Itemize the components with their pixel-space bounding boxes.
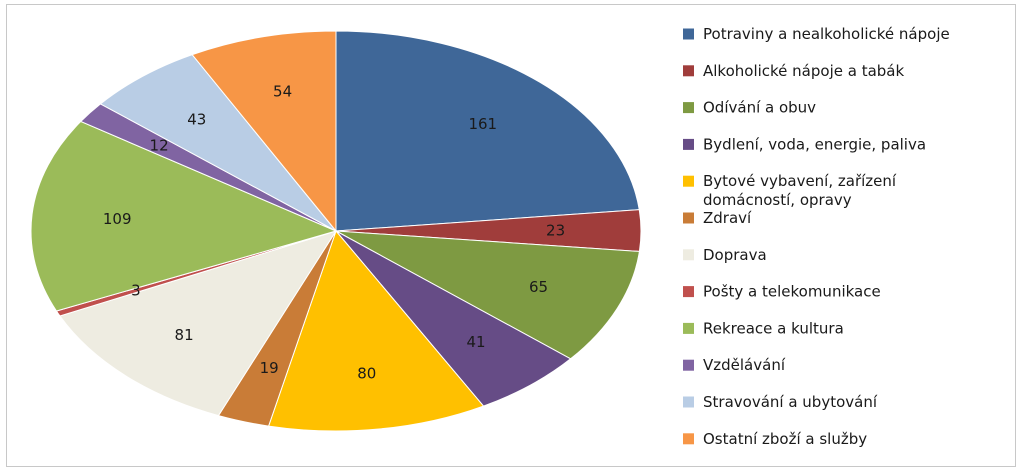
- legend-swatch-8: [683, 286, 694, 298]
- pie-slice-1: [335, 30, 640, 232]
- legend-label-8: Pošty a telekomunikace: [703, 283, 881, 301]
- pie-slice-5: [267, 230, 485, 432]
- legend-swatch-1: [683, 28, 694, 40]
- legend-item-1: Potraviny a nealkoholické nápoje: [683, 25, 950, 43]
- slice-value-label-1: 161: [468, 115, 497, 133]
- legend-swatch-2: [683, 65, 694, 77]
- slice-value-label-6: 19: [260, 359, 279, 377]
- legend-swatch-7: [683, 249, 694, 261]
- legend-swatch-11: [683, 396, 694, 408]
- pie-slice-3: [335, 230, 640, 360]
- legend-item-9: Rekreace a kultura: [683, 319, 844, 337]
- legend-swatch-4: [683, 138, 694, 150]
- legend-item-5: Bytové vybavení, zařízení domácností, opr…: [683, 172, 897, 209]
- legend-label-10: Vzdělávání: [703, 356, 786, 374]
- legend-item-3: Odívání a obuv: [683, 99, 816, 117]
- slice-value-label-2: 23: [546, 222, 565, 240]
- legend-item-8: Pošty a telekomunikace: [683, 283, 881, 301]
- slice-value-label-4: 41: [466, 333, 485, 351]
- legend: Potraviny a nealkoholické nápoje Alkoholi…: [683, 25, 950, 448]
- chart-frame: 161 23 65 41 80 19 81 3 109 12 43 54 Potraviny a ne…: [6, 4, 1016, 467]
- legend-label-2: Alkoholické nápoje a tabák: [703, 62, 904, 80]
- legend-label-12: Ostatní zboží a služby: [703, 430, 867, 448]
- slice-value-label-3: 65: [529, 278, 548, 296]
- legend-swatch-10: [683, 359, 694, 371]
- legend-label-9: Rekreace a kultura: [703, 319, 844, 337]
- legend-label-6: Zdraví: [703, 209, 752, 227]
- legend-item-2: Alkoholické nápoje a tabák: [683, 62, 904, 80]
- legend-swatch-3: [683, 102, 694, 114]
- pie-slice-7: [59, 230, 338, 417]
- legend-label-7: Doprava: [703, 246, 767, 264]
- legend-swatch-9: [683, 322, 694, 334]
- legend-item-11: Stravování a ubytování: [683, 393, 878, 411]
- legend-label-3: Odívání a obuv: [703, 99, 816, 117]
- legend-item-7: Doprava: [683, 246, 767, 264]
- legend-item-12: Ostatní zboží a služby: [683, 430, 867, 448]
- legend-label-1: Potraviny a nealkoholické nápoje: [703, 25, 950, 43]
- pie-slice-12: [191, 30, 337, 233]
- legend-label-5: Bytové vybavení, zařízení domácností, opr…: [703, 172, 897, 209]
- legend-swatch-12: [683, 433, 694, 445]
- pie-chart: 161 23 65 41 80 19 81 3 109 12 43 54 Potraviny a ne…: [30, 25, 950, 448]
- pie-slices: [30, 30, 642, 432]
- slice-value-label-12: 54: [273, 82, 292, 100]
- legend-item-6: Zdraví: [683, 209, 752, 227]
- slice-value-label-10: 12: [150, 137, 169, 155]
- legend-label-4: Bydlení, voda, energie, paliva: [703, 135, 926, 153]
- slice-value-label-8: 3: [131, 281, 141, 299]
- slice-value-label-5: 80: [357, 365, 376, 383]
- legend-item-4: Bydlení, voda, energie, paliva: [683, 135, 926, 153]
- legend-swatch-6: [683, 212, 694, 224]
- pie-slice-9: [30, 120, 338, 312]
- slice-value-label-7: 81: [175, 326, 194, 344]
- legend-swatch-5: [683, 175, 694, 187]
- slice-labels: 161 23 65 41 80 19 81 3 109 12 43 54: [103, 82, 565, 382]
- slice-value-label-11: 43: [187, 111, 206, 129]
- pie-slice-11: [99, 54, 337, 232]
- legend-item-10: Vzdělávání: [683, 356, 786, 374]
- legend-label-11: Stravování a ubytování: [703, 393, 878, 411]
- slice-value-label-9: 109: [103, 210, 132, 228]
